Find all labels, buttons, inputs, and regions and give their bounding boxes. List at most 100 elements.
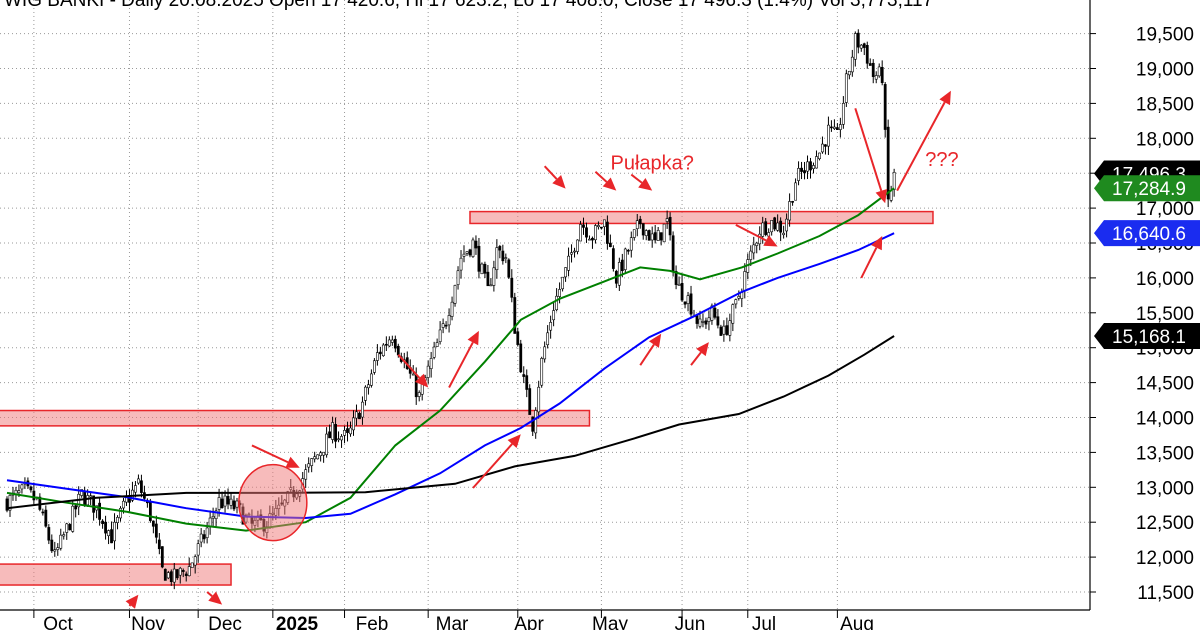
candle-down	[50, 539, 54, 552]
candle-up	[387, 339, 391, 347]
candle-down	[638, 218, 642, 225]
annotation-arrow-head	[125, 594, 139, 609]
candle-down	[704, 320, 708, 325]
candle-up	[459, 257, 463, 271]
annotation-arrow-shaft	[251, 444, 289, 464]
candle-up	[677, 283, 681, 286]
annotation-arrow-shaft	[639, 344, 655, 366]
candle-down	[830, 126, 833, 129]
y-tick-label: 11,500	[1137, 583, 1194, 604]
candle-up	[752, 244, 756, 254]
candle-up	[337, 438, 340, 441]
candle-down	[202, 534, 206, 540]
candle-down	[148, 501, 152, 521]
candle-up	[65, 523, 69, 533]
candle-up	[543, 346, 547, 360]
annotations-layer: Pułapka????	[125, 90, 959, 609]
candle-down	[689, 293, 693, 315]
candle-down	[163, 568, 167, 581]
y-tick-label: 18,000	[1136, 129, 1194, 150]
price-badge-label: 16,640.6	[1112, 224, 1186, 245]
candle-up	[137, 478, 140, 484]
y-tick-label: 18,500	[1136, 94, 1194, 115]
annotation-arrow-head	[285, 456, 300, 468]
candle-down	[605, 221, 609, 244]
resistance-zones	[0, 210, 934, 586]
candle-down	[110, 529, 113, 544]
candle-up	[316, 454, 320, 460]
candle-up	[370, 373, 373, 386]
annotation-arrow-head	[415, 373, 429, 388]
annotation-arrow-shaft	[630, 173, 643, 184]
candle-up	[447, 315, 451, 326]
annotation-arrow-shaft	[543, 165, 558, 180]
candle-up	[555, 295, 559, 311]
candle-down	[600, 226, 603, 229]
candle-up	[310, 458, 314, 466]
candle-down	[328, 431, 331, 439]
candle-up	[492, 267, 496, 286]
candle-down	[674, 270, 678, 285]
price-badge	[1094, 175, 1200, 202]
candle-up	[489, 284, 493, 287]
candle-up	[340, 436, 343, 441]
candle-up	[761, 222, 765, 237]
candle-down	[486, 271, 490, 287]
highlight-circle	[238, 463, 308, 542]
candle-up	[373, 360, 376, 373]
candle-up	[602, 219, 606, 227]
x-month-label: May	[592, 614, 628, 630]
candle-down	[522, 374, 526, 377]
candle-down	[582, 224, 585, 228]
y-tick-label: 13,500	[1136, 443, 1194, 464]
candle-down	[725, 325, 729, 335]
candle-down	[334, 424, 337, 442]
y-tick-label: 14,500	[1136, 374, 1194, 395]
candle-up	[850, 56, 854, 73]
candle-down	[608, 242, 612, 248]
candle-up	[561, 276, 564, 290]
candle-down	[862, 43, 866, 48]
candle-up	[441, 323, 445, 328]
candle-down	[871, 62, 875, 77]
candle-down	[800, 167, 803, 172]
candle-up	[698, 318, 702, 327]
candle-down	[641, 223, 645, 236]
candle-down	[32, 490, 36, 501]
candle-down	[668, 216, 672, 236]
candle-up	[456, 270, 460, 285]
annotation-arrow-head	[649, 333, 662, 348]
annotation-arrow-shaft	[448, 341, 474, 388]
candle-down	[620, 259, 624, 272]
candle-down	[483, 263, 487, 274]
candle-down	[791, 201, 794, 203]
price-badge-label: 17,284.9	[1112, 179, 1186, 200]
candle-down	[393, 338, 397, 349]
candle-down	[680, 283, 684, 301]
candle-up	[662, 223, 666, 243]
annotation-arrow-head	[552, 175, 566, 189]
x-month-label: Jun	[675, 614, 706, 630]
annotation-arrow-head	[507, 434, 521, 448]
candle-up	[701, 321, 705, 323]
candle-up	[588, 238, 591, 241]
candle-up	[892, 171, 896, 190]
candle-up	[235, 500, 239, 508]
candle-down	[346, 428, 349, 433]
candle-down	[98, 502, 101, 520]
candle-up	[579, 224, 582, 242]
candle-up	[352, 417, 355, 431]
candle-down	[384, 343, 388, 346]
candle-down	[779, 220, 783, 233]
candle-up	[841, 103, 845, 125]
candle-up	[429, 358, 433, 369]
x-month-label: Nov	[131, 614, 165, 630]
candle-up	[749, 250, 753, 260]
candle-up	[788, 201, 791, 221]
candle-up	[743, 271, 747, 291]
y-tick-label: 17,000	[1136, 199, 1194, 220]
candle-down	[414, 374, 418, 398]
y-tick-label: 13,000	[1136, 478, 1194, 499]
candle-up	[794, 182, 797, 201]
